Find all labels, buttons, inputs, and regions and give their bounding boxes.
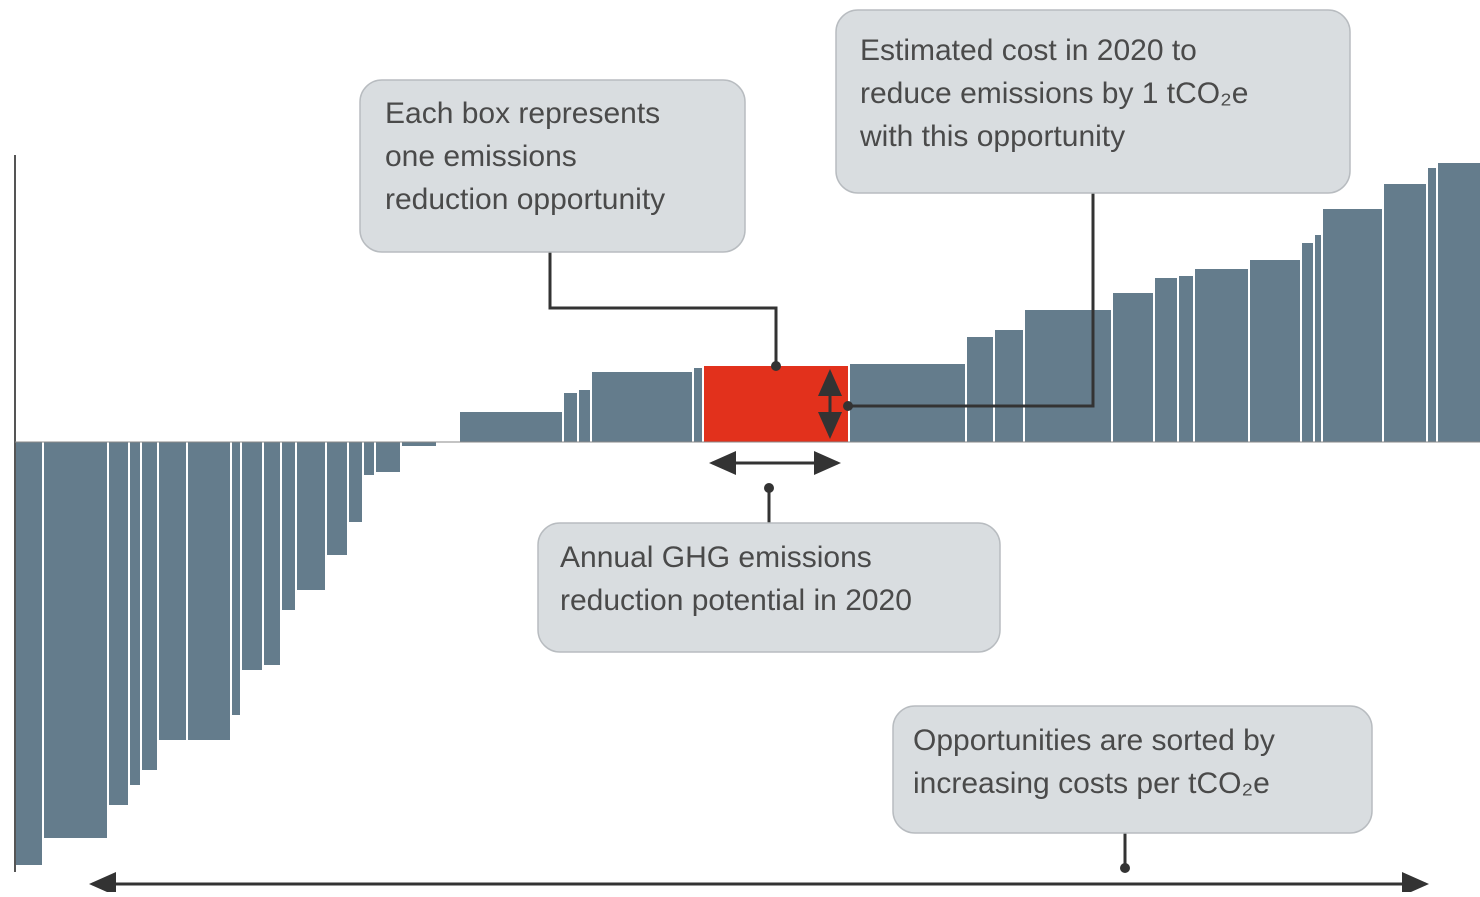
bar: [142, 442, 157, 770]
connector: [548, 252, 778, 366]
dot: [843, 401, 853, 411]
bar: [1113, 293, 1153, 442]
bar: [1025, 310, 1111, 442]
callout-text: reduce emissions by 1 tCO₂e: [860, 77, 1248, 110]
bar: [15, 442, 42, 865]
dot: [771, 361, 781, 371]
bar: [264, 442, 280, 665]
highlighted-bar: [704, 366, 848, 442]
bars: [15, 163, 1480, 865]
bar: [297, 442, 325, 590]
bar: [376, 442, 400, 472]
callout-box: [359, 79, 746, 253]
callout-box: [892, 705, 1373, 834]
callout-text: increasing costs per tCO₂e: [913, 767, 1270, 800]
bar: [592, 372, 692, 442]
callout-text: Each box represents: [385, 97, 660, 130]
bar: [460, 412, 562, 442]
callout-box: [835, 9, 1351, 194]
connectors: [89, 193, 1429, 896]
callout-text: reduction opportunity: [385, 183, 665, 216]
bar: [1384, 184, 1426, 442]
bar: [242, 442, 262, 670]
bar: [402, 442, 436, 446]
callout-text: Annual GHG emissions: [560, 541, 872, 574]
bar: [130, 442, 140, 785]
bar: [579, 390, 590, 442]
bar: [232, 442, 240, 715]
dot: [1120, 863, 1130, 873]
callout-text: reduction potential in 2020: [560, 584, 912, 617]
bar: [1302, 243, 1313, 442]
bar: [850, 364, 965, 442]
callout-text: one emissions: [385, 140, 577, 173]
bar: [967, 337, 993, 442]
bar: [1323, 209, 1382, 442]
callout-box: [537, 522, 1001, 653]
dot: [764, 483, 774, 493]
callouts: Each box represents one emissions reductio…: [359, 9, 1373, 834]
bar: [159, 442, 186, 740]
callout-text: with this opportunity: [859, 120, 1125, 153]
connector: [848, 193, 1095, 408]
bar: [995, 330, 1023, 442]
bar: [109, 442, 128, 805]
bar: [1428, 168, 1436, 442]
bar: [564, 393, 577, 442]
bar: [694, 368, 702, 442]
callout-text: Opportunities are sorted by: [913, 724, 1275, 757]
callout-text: Estimated cost in 2020 to: [860, 34, 1197, 67]
bar: [1195, 269, 1248, 442]
bar: [1315, 235, 1321, 442]
bar: [327, 442, 347, 555]
bar: [188, 442, 230, 740]
bar: [282, 442, 295, 610]
bar: [349, 442, 362, 522]
bar: [1155, 278, 1177, 442]
bar: [1250, 260, 1300, 442]
bar: [44, 442, 107, 838]
bar: [1179, 276, 1193, 442]
bar: [364, 442, 374, 475]
dots: [764, 361, 1130, 873]
bar: [1438, 163, 1480, 442]
